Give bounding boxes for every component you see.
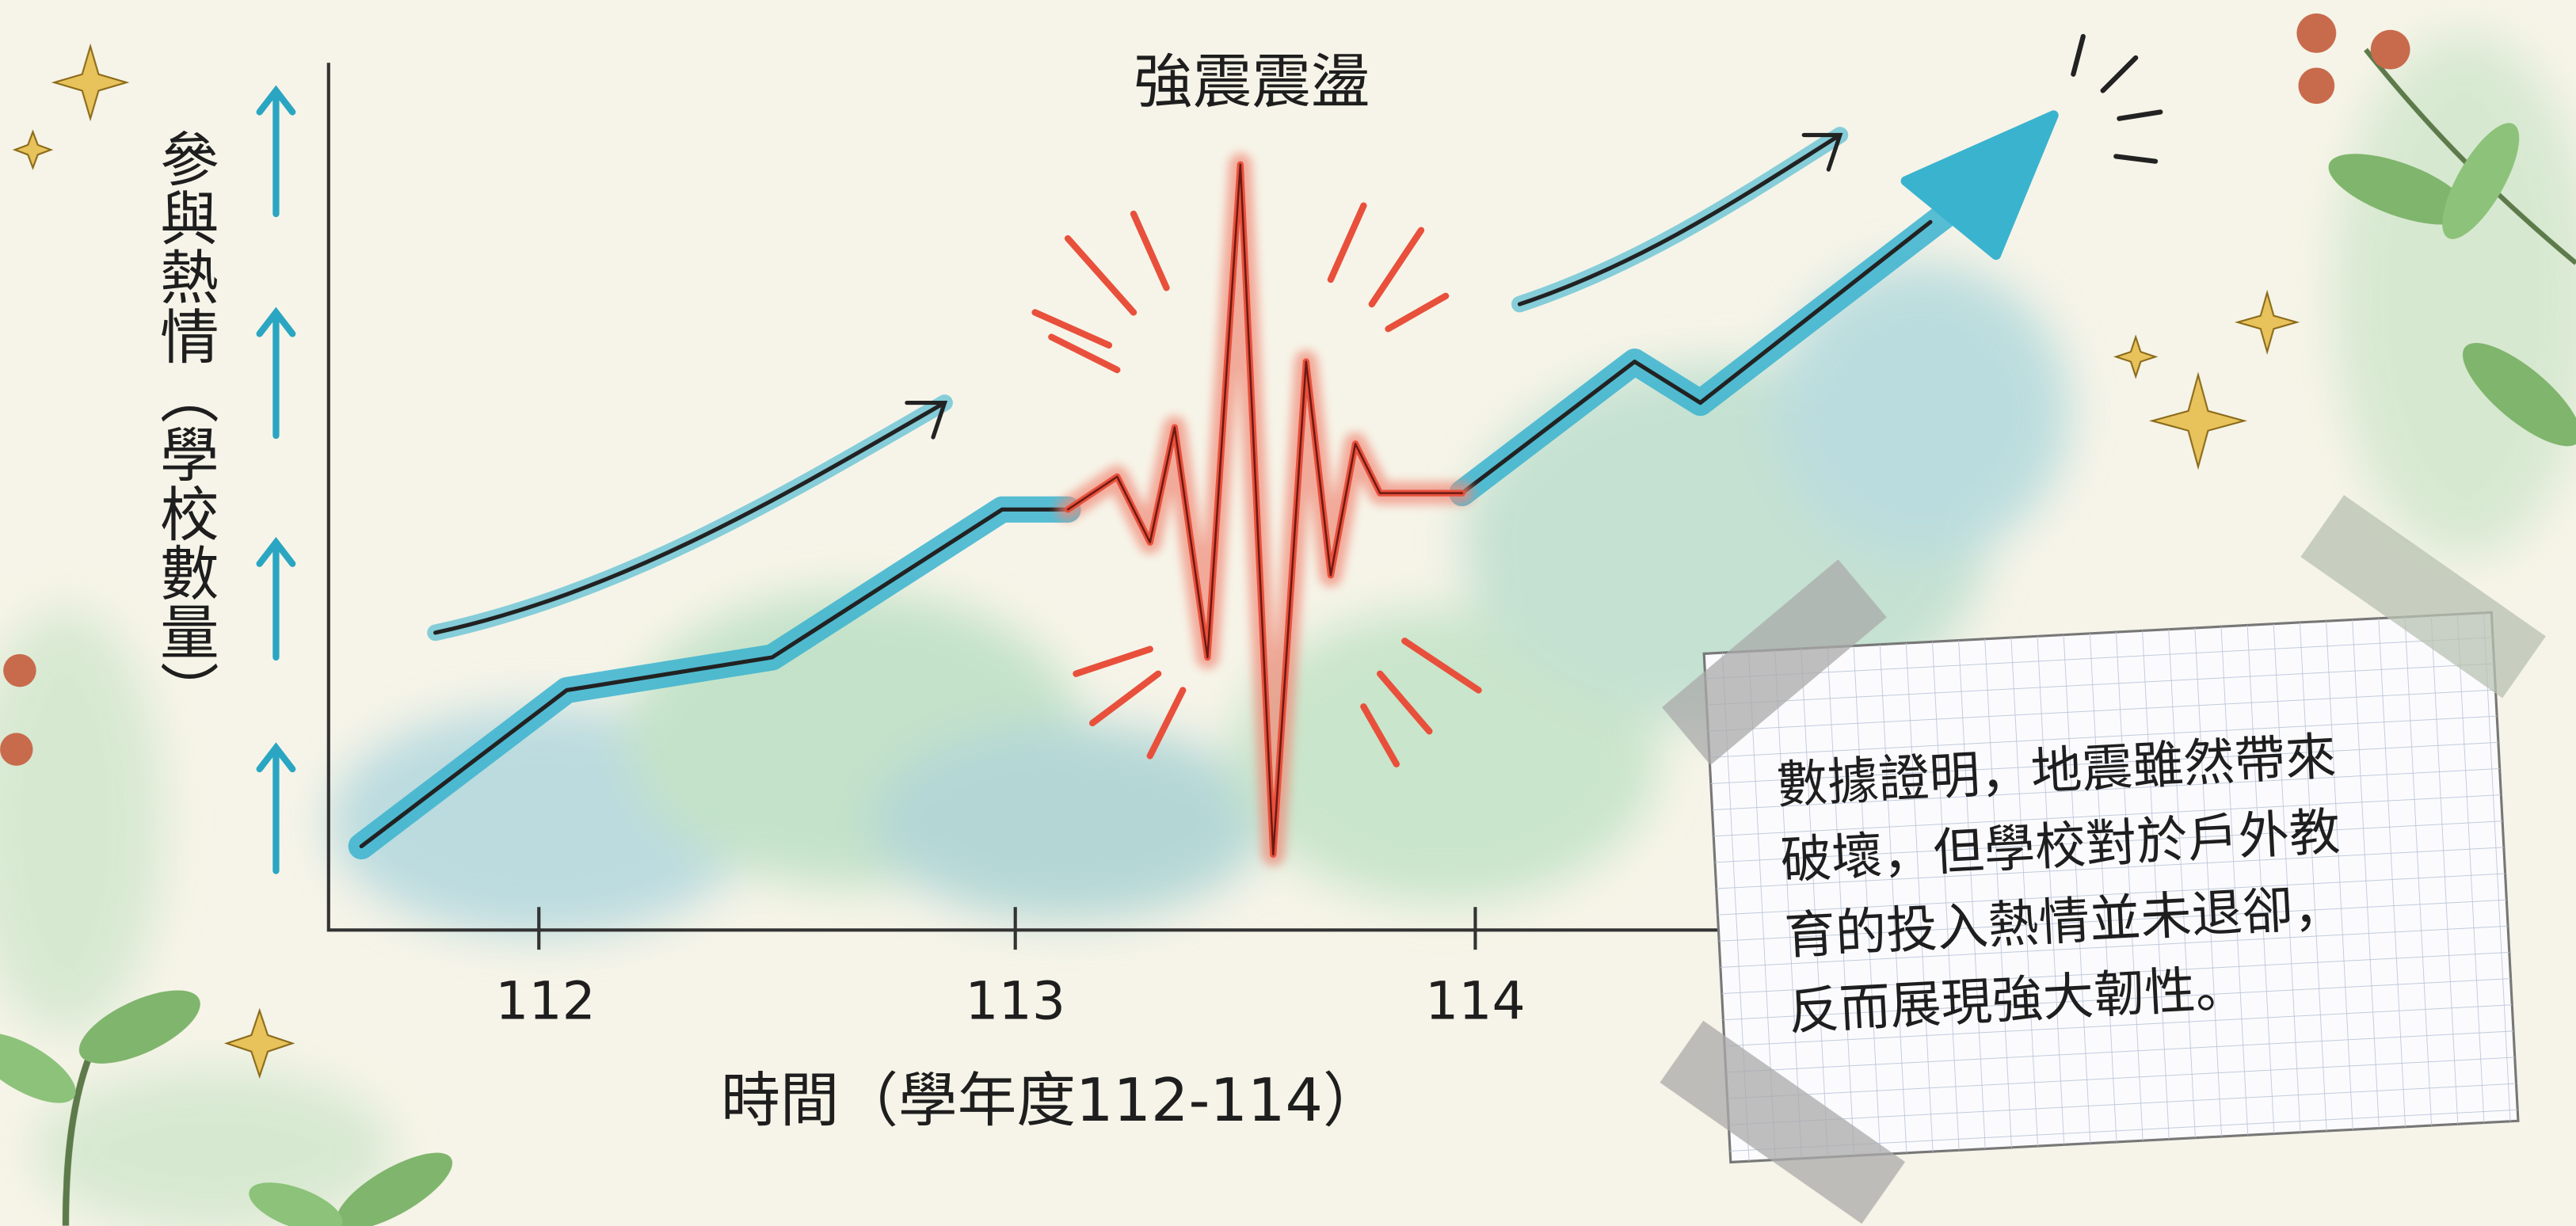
- axes: [326, 63, 1734, 950]
- x-axis-label: 時間（學年度112-114）: [721, 1066, 1382, 1135]
- trend-line: [348, 110, 2059, 866]
- leaves: [0, 13, 2576, 1226]
- burst-marks: [2071, 33, 2163, 164]
- x-tick-label: 112: [495, 969, 596, 1031]
- sparkles: [12, 43, 2300, 1079]
- trend-arrows: [427, 127, 1849, 642]
- shake-marks: [1031, 202, 1482, 767]
- tape: [1660, 494, 2546, 1224]
- x-tick-label: 114: [1425, 969, 1526, 1031]
- note-card: 數據證明，地震雖然帶來 破壞，但學校對於戶外教 育的投入熱情並未退卻， 反而展現…: [1702, 611, 2520, 1164]
- x-tick-label: 113: [965, 969, 1065, 1031]
- y-axis-label: 參與熱情（學校數量）: [150, 128, 219, 720]
- up-arrows: [256, 85, 296, 874]
- chart-title: 強震震盪: [1134, 48, 1370, 116]
